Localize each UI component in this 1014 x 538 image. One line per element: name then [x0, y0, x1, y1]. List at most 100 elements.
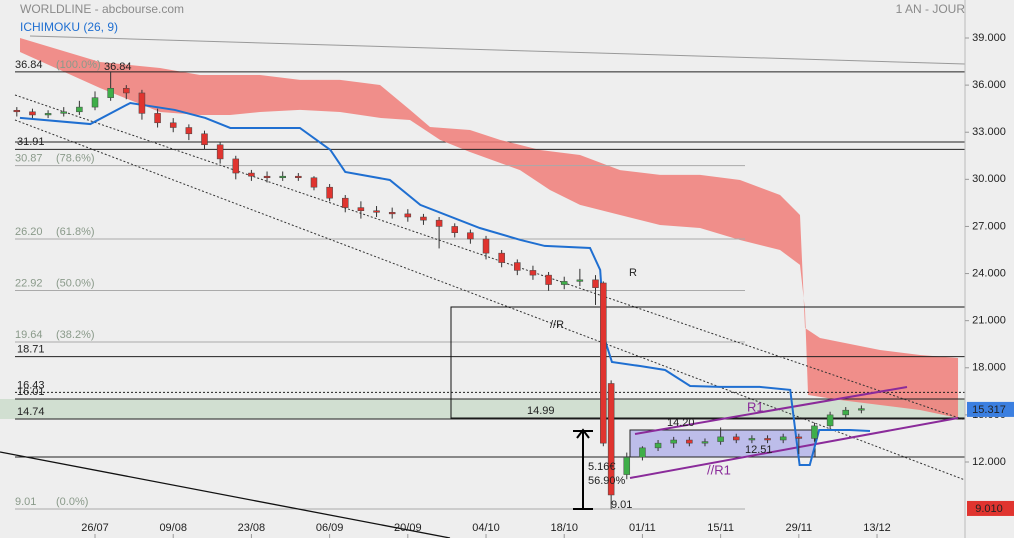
fib-value: 30.87 [15, 153, 43, 165]
candle-body [858, 408, 865, 411]
candle-body [811, 425, 818, 439]
chart-subtitle: 1 AN - JOUR [896, 2, 966, 16]
annotation: 14.20 [667, 417, 695, 429]
x-tick-label: 15/11 [707, 522, 734, 534]
low-price-tag [967, 500, 1014, 516]
candle-body [467, 232, 474, 240]
candle-body [748, 438, 756, 441]
annotation: //R1 [707, 462, 731, 477]
candle-body [779, 436, 787, 441]
candle-body [686, 439, 693, 444]
annotations-layer: WORLDLINE - abcbourse.com 1 AN - JOUR IC… [20, 2, 965, 511]
axis-layer: 39.000 36.000 33.000 30.000 27.000 24.000 21.0… [81, 0, 1014, 538]
x-tick-label: 29/11 [785, 522, 812, 534]
x-tick-label: 26/07 [81, 522, 109, 534]
candle-body [795, 436, 803, 439]
trend-line [29, 35, 966, 65]
candle-body [263, 175, 271, 179]
annotation: R1 [747, 399, 764, 414]
y-tick-label: 39.000 [972, 32, 1006, 44]
low-price-tag-label: 9.010 [975, 503, 1003, 515]
candle-body [76, 106, 83, 113]
candle-body [717, 436, 724, 442]
y-tick-label: 36.000 [972, 79, 1006, 91]
fib-ratio: (38.2%) [56, 329, 95, 341]
candle-body [342, 197, 349, 208]
fib-ratio: (50.0%) [56, 277, 95, 289]
y-tick-label: 27.000 [972, 220, 1006, 232]
x-tick-label: 09/08 [159, 522, 187, 534]
y-tick-label: 12.000 [972, 456, 1006, 468]
candle-body [600, 282, 607, 444]
candle-body [623, 457, 631, 475]
ichimoku-cloud [20, 38, 959, 419]
candle-body [310, 177, 318, 188]
last-price-tag-label: 15.317 [972, 404, 1006, 416]
level-label: 18.71 [17, 344, 45, 356]
fib-ratio: (0.0%) [56, 496, 88, 508]
candle-body [232, 158, 240, 174]
candle-body [514, 262, 521, 271]
y-tick-label: 24.000 [972, 267, 1006, 279]
candles-layer [13, 71, 871, 509]
candle-body [482, 238, 490, 254]
candle-body [216, 144, 224, 160]
candle-body [201, 133, 208, 146]
candle-body [420, 216, 427, 221]
annotation: R [629, 267, 637, 279]
candle-body [764, 438, 771, 441]
trend-line [14, 119, 966, 481]
x-tick-label: 13/12 [863, 522, 891, 534]
last-price-tag [967, 401, 1014, 417]
candle-body [169, 122, 177, 128]
candle-body [326, 186, 333, 199]
candle-body [248, 172, 255, 177]
candle-body [123, 88, 130, 94]
candle-body [592, 279, 599, 288]
x-tick-label: 01/11 [629, 522, 656, 534]
level-label: 16.43 [17, 379, 45, 391]
x-tick-label: 06/09 [316, 522, 344, 534]
drawings-layer [0, 94, 966, 538]
fib-value: 36.84 [15, 59, 43, 71]
x-tick-label: 18/10 [550, 522, 578, 534]
annotation: //R [550, 319, 564, 331]
y-tick-label: 21.000 [972, 315, 1006, 327]
annotation: 14.99 [527, 405, 555, 417]
fib-ratio: (78.6%) [56, 153, 95, 165]
candle-body [654, 442, 662, 449]
y-tick-label: 18.000 [972, 362, 1006, 374]
candle-body [29, 111, 36, 116]
candle-body [529, 270, 537, 276]
channel-line [634, 386, 908, 435]
annotation: 56.90% [588, 475, 626, 487]
fib-ratio: (61.8%) [56, 226, 95, 238]
trend-line [14, 94, 966, 421]
candle-body [607, 383, 615, 496]
candle-body [44, 113, 52, 116]
annotation: 9.01 [611, 499, 632, 511]
candle-body [295, 175, 302, 179]
legend-entry: ICHIMOKU (26, 9) [20, 20, 118, 34]
level-label: 14.74 [17, 406, 45, 418]
trend-line [0, 451, 451, 538]
candle-body [107, 88, 114, 98]
candle-body [13, 109, 21, 113]
channel-line [629, 417, 959, 479]
candle-body [138, 92, 146, 114]
candle-body [185, 127, 193, 135]
candle-body [435, 219, 443, 227]
candle-body [154, 113, 161, 124]
level-label: 31.91 [17, 136, 45, 148]
candle-body [451, 226, 458, 233]
y-tick-label: 33.000 [972, 126, 1006, 138]
candle-body [701, 441, 709, 444]
fib-value: 26.20 [15, 226, 43, 238]
candle-body [639, 447, 646, 458]
x-tick-label: 23/08 [238, 522, 266, 534]
fib-value: 9.01 [15, 496, 36, 508]
annotation: 36.84 [104, 61, 132, 73]
annotation: 5.16€ [588, 461, 616, 473]
candle-body [670, 439, 677, 444]
